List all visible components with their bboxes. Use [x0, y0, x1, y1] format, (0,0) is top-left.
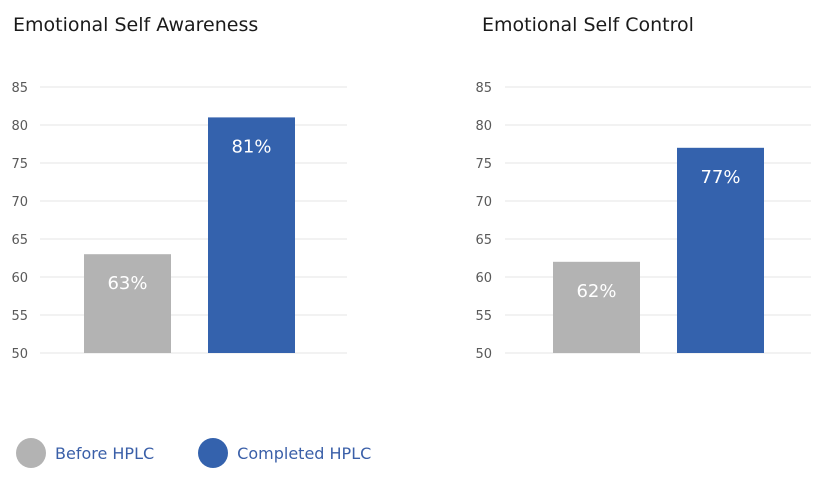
y-tick-label: 75	[475, 157, 492, 172]
chart-emotional-self-control: Emotional Self Control 50 55 60 65 70 75 80 85 6…	[475, 14, 811, 362]
y-tick-label: 85	[475, 81, 492, 96]
y-tick-label: 80	[475, 119, 492, 134]
y-tick-label: 55	[11, 309, 28, 324]
legend-item-before-hplc: Before HPLC	[16, 438, 154, 468]
data-label: 77%	[700, 167, 740, 188]
bar-before-hplc	[84, 254, 171, 353]
y-tick-label: 85	[11, 81, 28, 96]
chart-emotional-self-awareness: Emotional Self Awareness 50 55 60 65 70 75 80 8…	[11, 14, 347, 362]
y-tick-label: 60	[475, 271, 492, 286]
y-tick-label: 80	[11, 119, 28, 134]
data-label: 63%	[107, 273, 147, 294]
y-tick-label: 60	[11, 271, 28, 286]
legend-label: Before HPLC	[55, 443, 155, 463]
y-tick-label: 65	[11, 233, 28, 248]
legend-label: Completed HPLC	[237, 443, 372, 463]
y-tick-label: 70	[11, 195, 28, 210]
data-label: 81%	[231, 136, 271, 157]
legend-item-completed-hplc: Completed HPLC	[198, 438, 371, 468]
y-tick-label: 50	[11, 347, 28, 362]
y-tick-label: 50	[475, 347, 492, 362]
y-tick-label: 55	[475, 309, 492, 324]
y-tick-label: 65	[475, 233, 492, 248]
data-label: 62%	[576, 281, 616, 302]
y-tick-label: 70	[475, 195, 492, 210]
chart-title: Emotional Self Awareness	[13, 14, 258, 36]
legend-swatch-before-hplc	[16, 438, 46, 468]
bar-before-hplc	[553, 261, 640, 353]
bar-completed-hplc	[208, 117, 295, 354]
y-tick-label: 75	[11, 157, 28, 172]
legend-swatch-completed-hplc	[198, 438, 229, 468]
chart-title: Emotional Self Control	[482, 14, 694, 36]
legend: Before HPLC Completed HPLC	[16, 437, 371, 469]
bar-completed-hplc	[677, 147, 764, 353]
